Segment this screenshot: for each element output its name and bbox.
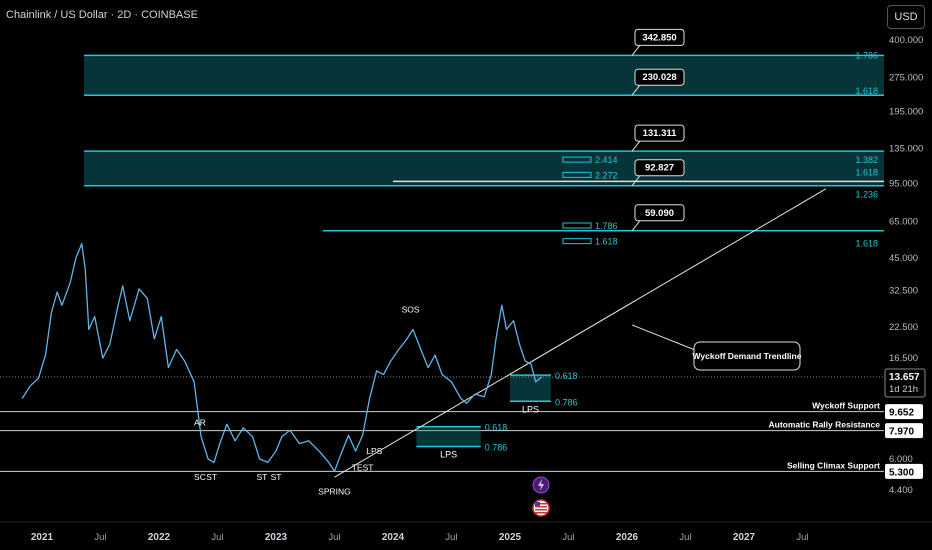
trendline-callout-box bbox=[693, 341, 801, 371]
y-tick-label: 135.000 bbox=[889, 143, 923, 154]
support-price-tag bbox=[885, 404, 923, 420]
fib-side-label: 1.786 bbox=[855, 50, 878, 60]
y-tick-label: 16.500 bbox=[889, 353, 918, 364]
lps-caption: LPS bbox=[440, 450, 457, 460]
wyckoff-annotation: SC bbox=[194, 472, 206, 482]
support-line-label: Selling Climax Support bbox=[787, 460, 880, 470]
fib-side-label: 1.618 bbox=[855, 86, 878, 96]
lps-zone bbox=[416, 426, 481, 447]
callout-box bbox=[634, 28, 685, 46]
x-tick-label: Jul bbox=[328, 532, 340, 543]
x-tick-label: 2023 bbox=[265, 532, 288, 543]
x-tick-label: 2024 bbox=[382, 532, 405, 543]
callout-box bbox=[634, 124, 685, 142]
wyckoff-annotation: LPS bbox=[366, 446, 382, 456]
support-price-tag bbox=[885, 463, 923, 479]
callout-box bbox=[634, 159, 685, 177]
wyckoff-annotation: SPRING bbox=[318, 487, 351, 497]
price-series[interactable] bbox=[21, 242, 543, 473]
fib-side-label: 1.618 bbox=[855, 239, 878, 249]
x-tick-label: Jul bbox=[94, 532, 106, 543]
x-tick-label: 2026 bbox=[616, 532, 639, 543]
fib-side-label: 1.618 bbox=[855, 167, 878, 177]
fib-side-label: 1.382 bbox=[855, 155, 878, 165]
lps-fib-label: 0.786 bbox=[485, 443, 508, 453]
flag-stripe bbox=[535, 506, 547, 508]
fib-marker-label: 2.414 bbox=[595, 155, 618, 165]
lightning-bolt-icon bbox=[538, 479, 544, 491]
currency-button[interactable]: USD bbox=[887, 5, 925, 29]
fib-side-label: 1.236 bbox=[855, 190, 878, 200]
current-price-tag bbox=[884, 368, 926, 398]
x-tick-label: 2021 bbox=[31, 532, 54, 543]
y-tick-label: 195.000 bbox=[889, 107, 923, 118]
x-tick-label: Jul bbox=[562, 532, 574, 543]
current-price-countdown: 1d 21h bbox=[889, 384, 918, 395]
y-tick-label: 4.400 bbox=[889, 485, 913, 496]
y-tick-label: 6.000 bbox=[889, 454, 913, 465]
fib-marker-label: 1.786 bbox=[595, 221, 618, 231]
lps-fib-label: 0.786 bbox=[555, 397, 578, 407]
x-tick-label: Jul bbox=[796, 532, 808, 543]
lps-caption: LPS bbox=[522, 404, 539, 414]
x-tick-label: Jul bbox=[211, 532, 223, 543]
callout-box bbox=[634, 204, 685, 222]
wyckoff-annotation: ST bbox=[257, 472, 268, 482]
flag-canton bbox=[535, 502, 540, 506]
y-tick-label: 275.000 bbox=[889, 72, 923, 83]
wyckoff-annotation: AR bbox=[194, 417, 206, 427]
y-tick-label: 65.000 bbox=[889, 216, 918, 227]
current-price-value: 13.657 bbox=[889, 372, 920, 383]
trendline-callout-label: Wyckoff Demand Trendline bbox=[693, 351, 802, 361]
support-line-label: Automatic Rally Resistance bbox=[769, 420, 881, 430]
target-zone bbox=[84, 55, 884, 96]
fib-marker-label: 1.618 bbox=[595, 237, 618, 247]
wyckoff-annotation: ST bbox=[271, 472, 282, 482]
y-tick-label: 95.000 bbox=[889, 178, 918, 189]
lps-fib-label: 0.618 bbox=[555, 371, 578, 381]
lps-zone bbox=[510, 375, 551, 402]
x-tick-label: Jul bbox=[679, 532, 691, 543]
wyckoff-annotation: SOS bbox=[402, 305, 420, 315]
flag-stripe bbox=[535, 509, 547, 511]
target-zone bbox=[84, 151, 884, 186]
callout-value: 92.827 bbox=[645, 163, 674, 174]
flag-stripe bbox=[535, 512, 547, 514]
x-tick-label: 2022 bbox=[148, 532, 171, 543]
fib-marker-box bbox=[562, 156, 592, 163]
callout-box bbox=[634, 68, 685, 86]
y-tick-label: 45.000 bbox=[889, 253, 918, 264]
support-price-value: 9.652 bbox=[889, 408, 914, 419]
support-price-tag bbox=[885, 423, 923, 439]
support-price-value: 5.300 bbox=[889, 467, 914, 478]
support-line-label: Wyckoff Support bbox=[812, 401, 880, 411]
y-tick-label: 32.500 bbox=[889, 285, 918, 296]
x-tick-label: 2025 bbox=[499, 532, 522, 543]
fib-marker-box bbox=[562, 222, 592, 229]
wyckoff-annotation: TEST bbox=[352, 462, 374, 472]
callout-value: 230.028 bbox=[642, 72, 676, 83]
callout-value: 342.850 bbox=[642, 32, 676, 43]
x-tick-label: Jul bbox=[445, 532, 457, 543]
flag-stripe bbox=[535, 503, 547, 505]
y-tick-label: 400.000 bbox=[889, 35, 923, 46]
y-tick-label: 22.500 bbox=[889, 322, 918, 333]
callout-value: 59.090 bbox=[645, 208, 674, 219]
callout-value: 131.311 bbox=[643, 128, 678, 139]
chart-title: Chainlink / US Dollar · 2D · COINBASE bbox=[6, 9, 198, 21]
fib-marker-box bbox=[562, 238, 592, 245]
demand-trendline bbox=[334, 188, 827, 478]
fib-marker-box bbox=[562, 171, 592, 178]
wyckoff-annotation: ST bbox=[206, 472, 217, 482]
lps-fib-label: 0.618 bbox=[485, 423, 508, 433]
fib-marker-label: 2.272 bbox=[595, 170, 618, 180]
support-price-value: 7.970 bbox=[889, 427, 914, 438]
x-tick-label: 2027 bbox=[733, 532, 756, 543]
trendline-callout-pointer bbox=[631, 324, 696, 351]
